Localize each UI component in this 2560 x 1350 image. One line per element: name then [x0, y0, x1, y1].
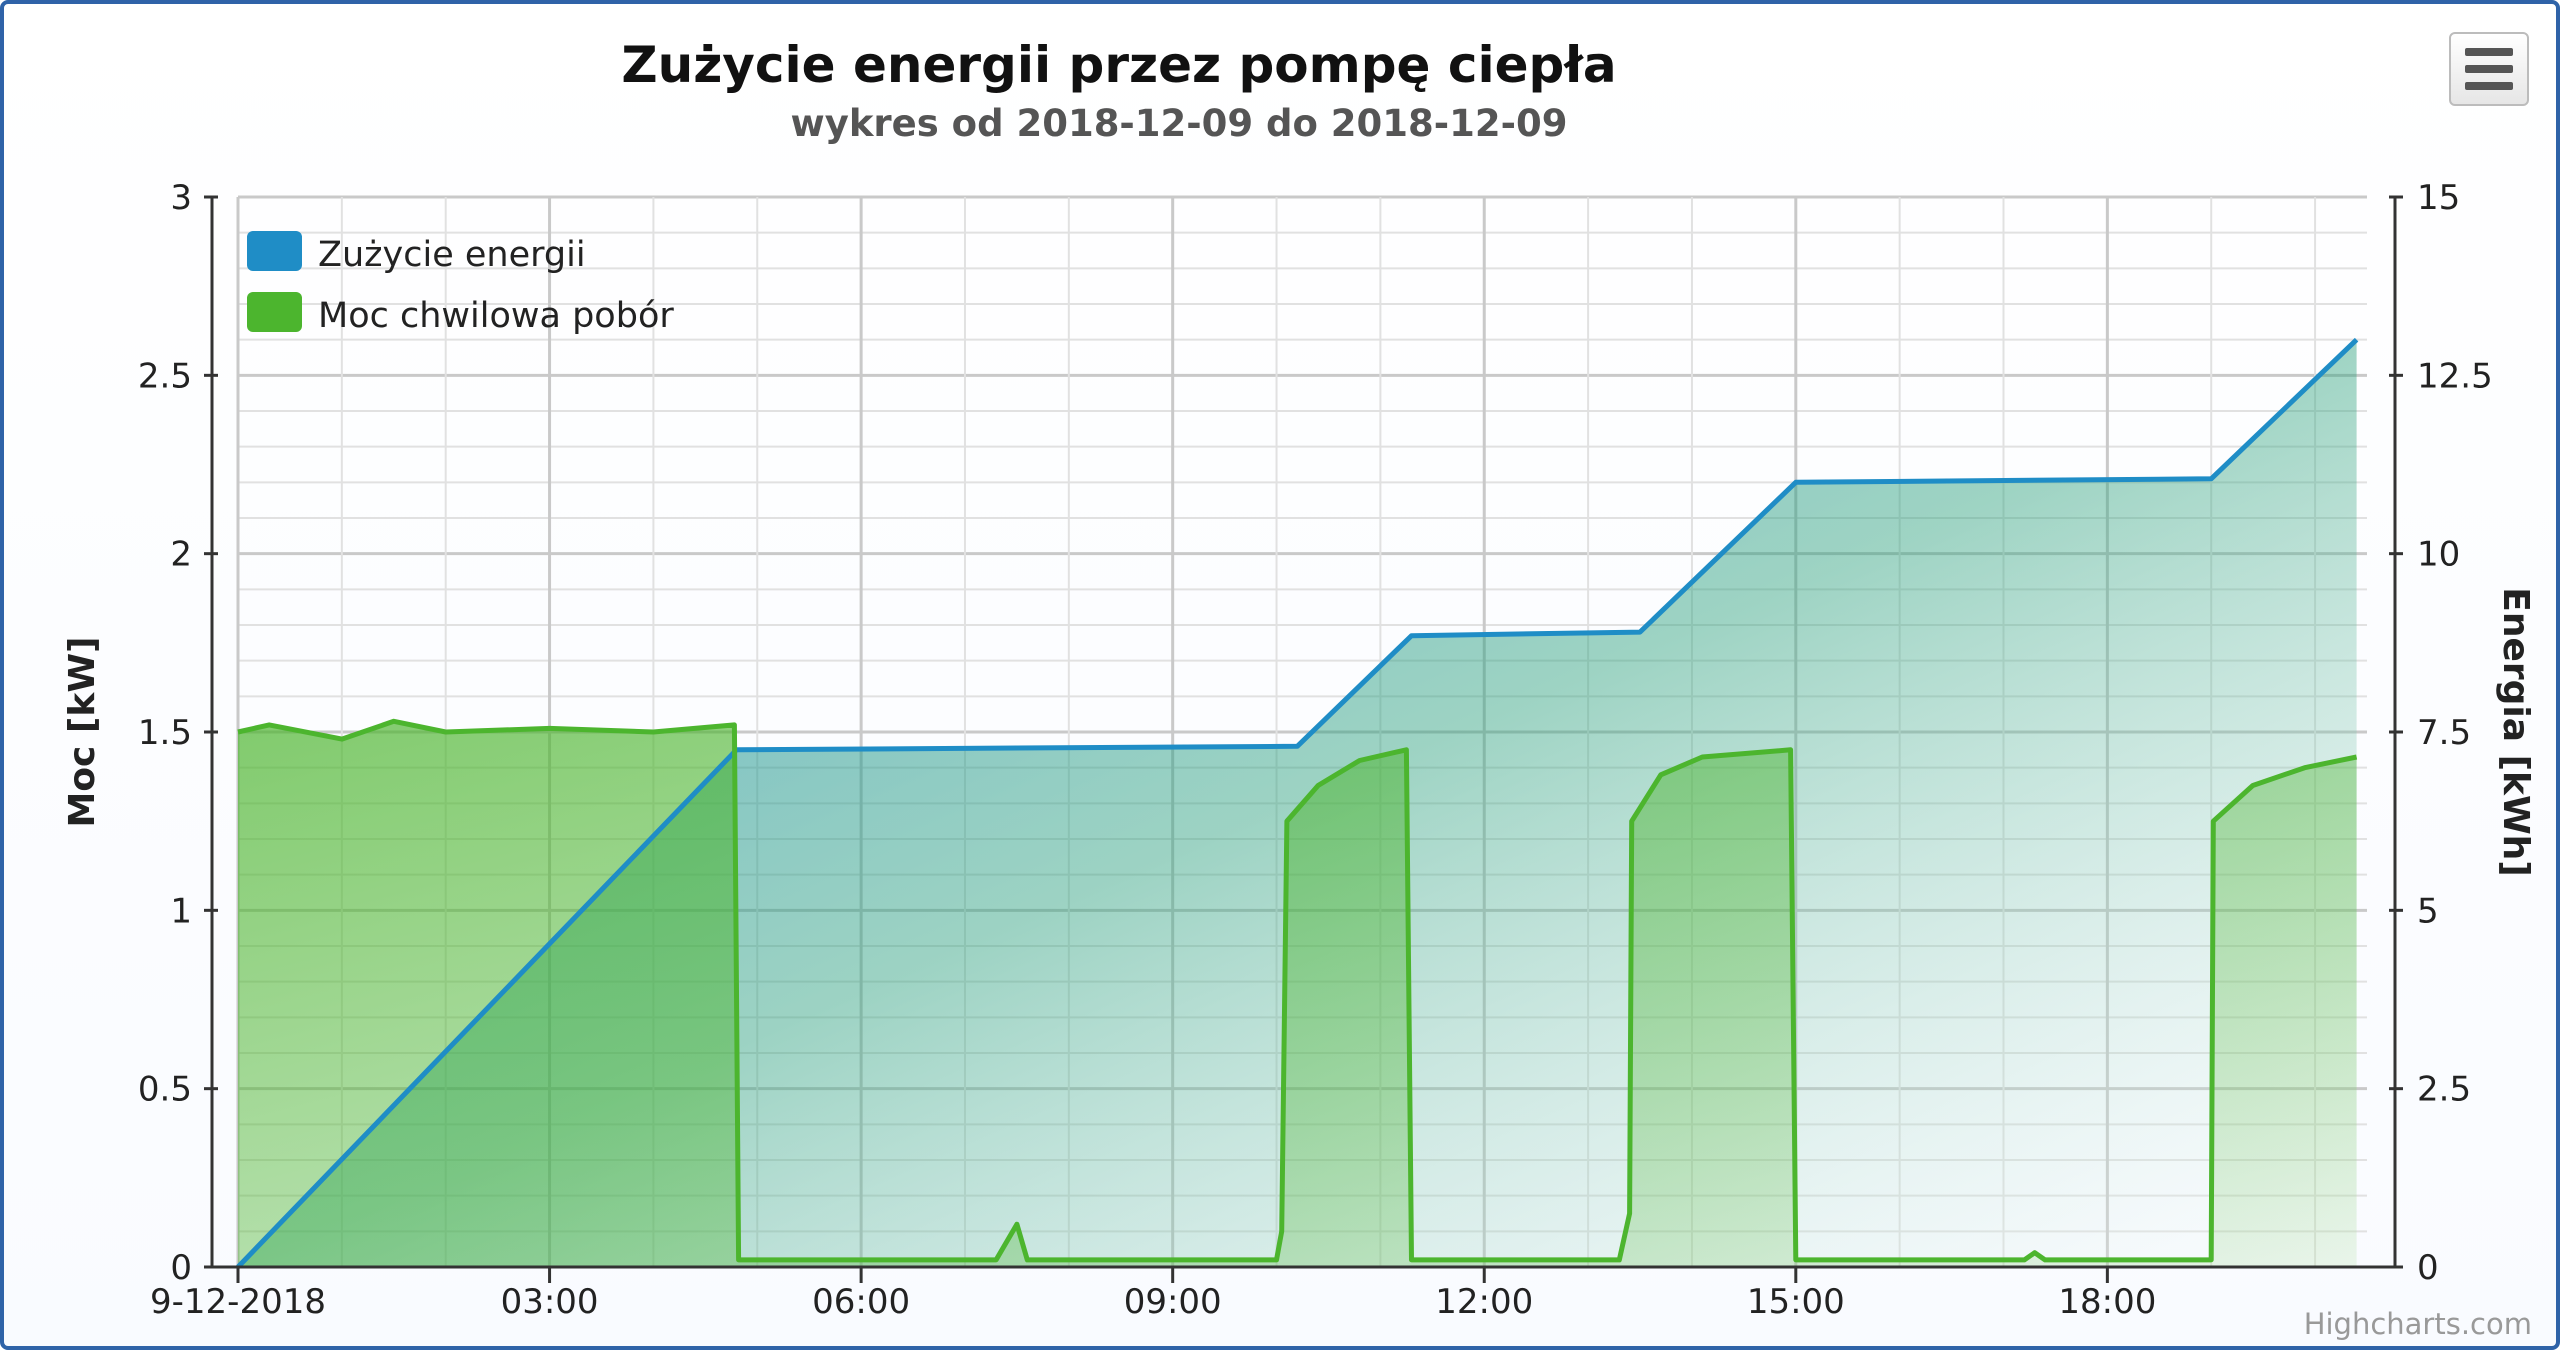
- y-right-tick-label: 2.5: [2417, 1070, 2471, 1110]
- x-tick-label: 18:00: [2058, 1282, 2156, 1322]
- legend-label-energy: Zużycie energii: [318, 235, 586, 275]
- legend-swatch-energy: [247, 231, 302, 271]
- y-right-tick-label: 15: [2417, 178, 2460, 218]
- legend-label-power: Moc chwilowa pobór: [318, 296, 674, 336]
- y-left-tick-label: 2: [170, 535, 192, 575]
- menu-bar: [2465, 65, 2513, 73]
- y-right-tick-label: 0: [2417, 1248, 2439, 1288]
- chart-svg: Zużycie energii przez pompę ciepła wykre…: [62, 36, 2536, 1341]
- series-areas: [238, 339, 2357, 1267]
- y-right-axis-title: Energia [kWh]: [2495, 587, 2536, 877]
- series-lines: [236, 337, 2359, 1269]
- chart-subtitle: wykres od 2018-12-09 do 2018-12-09: [791, 102, 1568, 145]
- series-line-power: [237, 718, 2358, 1263]
- y-left-axis-title: Moc [kW]: [62, 637, 103, 828]
- series-line-energy: [236, 337, 2359, 1269]
- x-tick-label: 09:00: [1124, 1282, 1222, 1322]
- y-right-tick-label: 10: [2417, 535, 2460, 575]
- y-left-tick-label: 0: [170, 1248, 192, 1288]
- y-left-tick-label: 1: [170, 891, 192, 931]
- x-tick-label: 06:00: [812, 1282, 910, 1322]
- x-tick-label: 15:00: [1747, 1282, 1845, 1322]
- series-area-power: [238, 721, 2357, 1267]
- legend: Zużycie energii Moc chwilowa pobór: [247, 231, 674, 336]
- legend-swatch-power: [247, 292, 302, 332]
- y-right-tick-label: 7.5: [2417, 713, 2471, 753]
- x-tick-label: 9-12-2018: [150, 1282, 326, 1322]
- y-left-tick-label: 3: [170, 178, 192, 218]
- y-left-tick-label: 1.5: [138, 713, 192, 753]
- hamburger-menu-icon[interactable]: [2449, 32, 2529, 106]
- y-left-tick-label: 2.5: [138, 356, 192, 396]
- menu-bar: [2465, 48, 2513, 56]
- x-tick-label: 03:00: [501, 1282, 599, 1322]
- series-area-energy: [238, 339, 2357, 1267]
- y-right-tick-label: 12.5: [2417, 356, 2493, 396]
- x-tick-label: 12:00: [1435, 1282, 1533, 1322]
- menu-bar: [2465, 82, 2513, 90]
- y-right-tick-label: 5: [2417, 891, 2439, 931]
- chart-title: Zużycie energii przez pompę ciepła: [621, 36, 1616, 94]
- legend-item-power[interactable]: Moc chwilowa pobór: [247, 292, 674, 336]
- tick-labels: 0 00.5 2.51 51.5 7.52 102.5 12.53 159-12-2018 03…: [138, 178, 2493, 1322]
- y-left-tick-label: 0.5: [138, 1070, 192, 1110]
- plot-axes: [204, 195, 2403, 1283]
- credits-link[interactable]: Highcharts.com: [2304, 1307, 2532, 1341]
- legend-item-energy[interactable]: Zużycie energii: [247, 231, 586, 275]
